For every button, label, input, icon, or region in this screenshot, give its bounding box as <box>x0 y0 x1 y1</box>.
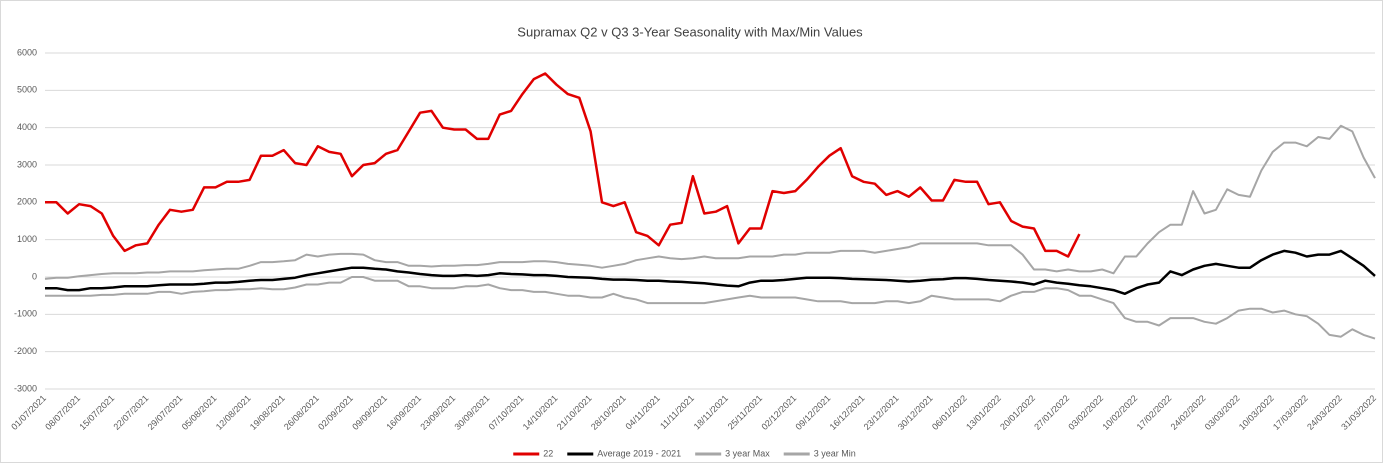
y-tick-label: 1000 <box>17 234 37 244</box>
y-tick-label: 0 <box>32 271 37 281</box>
series-line <box>45 249 1376 296</box>
y-tick-label: 6000 <box>17 47 37 57</box>
series-line <box>45 276 1376 340</box>
legend-label: Average 2019 - 2021 <box>597 448 681 458</box>
chart-title: Supramax Q2 v Q3 3-Year Seasonality with… <box>517 24 863 39</box>
y-tick-label: 4000 <box>17 122 37 132</box>
series-line <box>44 124 1376 280</box>
y-tick-label: -3000 <box>14 383 37 393</box>
legend-label: 3 year Min <box>814 448 856 458</box>
y-tick-label: 3000 <box>17 159 37 169</box>
y-tick-label: 2000 <box>17 197 37 207</box>
legend-label: 3 year Max <box>725 448 770 458</box>
y-tick-label: -2000 <box>14 346 37 356</box>
legend: 22 Average 2019 - 2021 3 year Max 3 year Mi… <box>513 448 856 458</box>
y-tick-label: -1000 <box>14 309 37 319</box>
legend-label: 22 <box>543 448 553 458</box>
series-line <box>45 72 1081 258</box>
y-tick-label: 5000 <box>17 85 37 95</box>
